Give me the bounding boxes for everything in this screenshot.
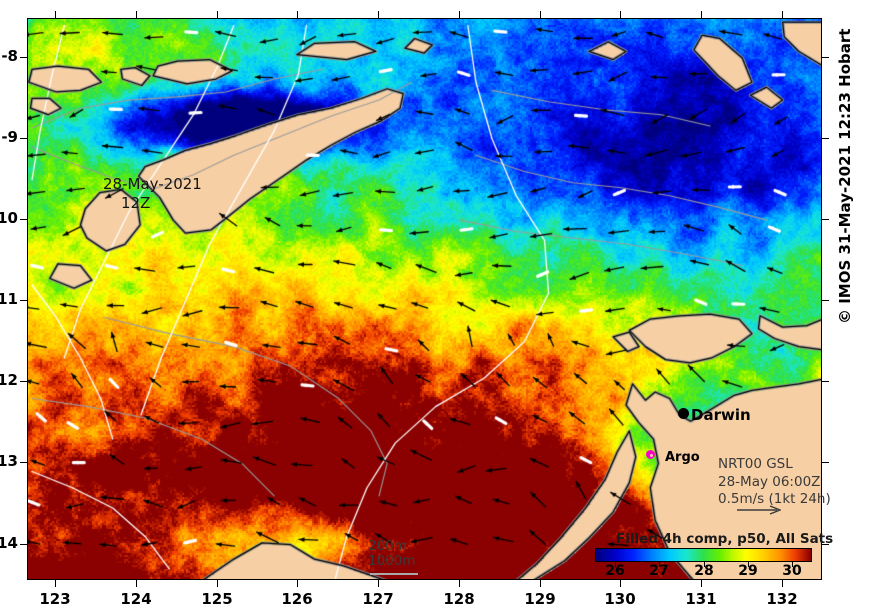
colorbar-tick (615, 562, 616, 567)
x-axis-tick (782, 580, 783, 587)
y-axis-tick (822, 57, 829, 58)
x-axis-tick (217, 11, 218, 18)
x-axis-tick (136, 11, 137, 18)
y-axis-tick (822, 138, 829, 139)
y-axis-tick (822, 544, 829, 545)
y-axis-tick (20, 219, 27, 220)
y-axis-tick (20, 462, 27, 463)
x-axis-tick-label: 129 (524, 590, 556, 608)
colorbar-tick-label: 28 (694, 563, 714, 579)
x-axis-tick (378, 580, 379, 587)
y-axis-tick-label: -10 (0, 209, 18, 227)
x-axis-tick-label: 123 (39, 590, 71, 608)
colorbar-tick-label: 29 (738, 563, 758, 579)
x-axis-tick (297, 11, 298, 18)
x-axis-tick-label: 125 (201, 590, 233, 608)
colorbar-tick (792, 562, 793, 567)
x-axis-tick-label: 124 (120, 590, 152, 608)
x-axis-tick-label: 130 (604, 590, 636, 608)
x-axis-tick (540, 11, 541, 18)
x-axis-tick (55, 11, 56, 18)
y-axis-tick (20, 381, 27, 382)
x-axis-tick (55, 580, 56, 587)
x-axis-tick-label: 131 (685, 590, 717, 608)
y-axis-tick-label: -14 (0, 534, 18, 552)
darwin-city-marker (678, 408, 689, 419)
y-axis-tick (822, 462, 829, 463)
y-axis-tick (20, 300, 27, 301)
x-axis-tick-label: 126 (281, 590, 313, 608)
y-axis-tick (20, 544, 27, 545)
x-axis-tick (782, 11, 783, 18)
y-axis-tick-label: -11 (0, 290, 18, 308)
vector-scale-arrow-icon (737, 505, 781, 515)
y-axis-tick-label: -8 (1, 47, 18, 65)
x-axis-tick (459, 11, 460, 18)
x-axis-tick (297, 580, 298, 587)
bathymetry-legend-rule (370, 573, 418, 575)
y-axis-tick (822, 219, 829, 220)
coastline-and-current-overlay (28, 19, 821, 579)
x-axis-tick (378, 11, 379, 18)
map-plot-area[interactable] (27, 18, 822, 580)
x-axis-tick (701, 580, 702, 587)
imos-credit: © IMOS 31-May-2021 12:23 Hobart (836, 28, 854, 324)
x-axis-tick (217, 580, 218, 587)
colorbar-tick (748, 562, 749, 567)
x-axis-tick-label: 132 (766, 590, 798, 608)
y-axis-tick-label: -12 (0, 371, 18, 389)
colorbar-gradient (596, 549, 811, 561)
colorbar-tick (704, 562, 705, 567)
argo-float-marker (646, 450, 655, 459)
y-axis-tick (822, 381, 829, 382)
colorbar-tick-label: 30 (782, 563, 802, 579)
y-axis-tick-label: -13 (0, 452, 18, 470)
x-axis-tick (540, 580, 541, 587)
colorbar-tick (659, 562, 660, 567)
x-axis-tick (620, 11, 621, 18)
y-axis-tick-label: -9 (1, 128, 18, 146)
colorbar-tick-label: 26 (605, 563, 625, 579)
y-axis-tick (20, 138, 27, 139)
colorbar (595, 548, 812, 562)
y-axis-tick (822, 300, 829, 301)
x-axis-tick (136, 580, 137, 587)
x-axis-tick (459, 580, 460, 587)
colorbar-tick-label: 27 (649, 563, 669, 579)
x-axis-tick (701, 11, 702, 18)
x-axis-tick (620, 580, 621, 587)
x-axis-tick-label: 128 (443, 590, 475, 608)
x-axis-tick-label: 127 (362, 590, 394, 608)
y-axis-tick (20, 57, 27, 58)
